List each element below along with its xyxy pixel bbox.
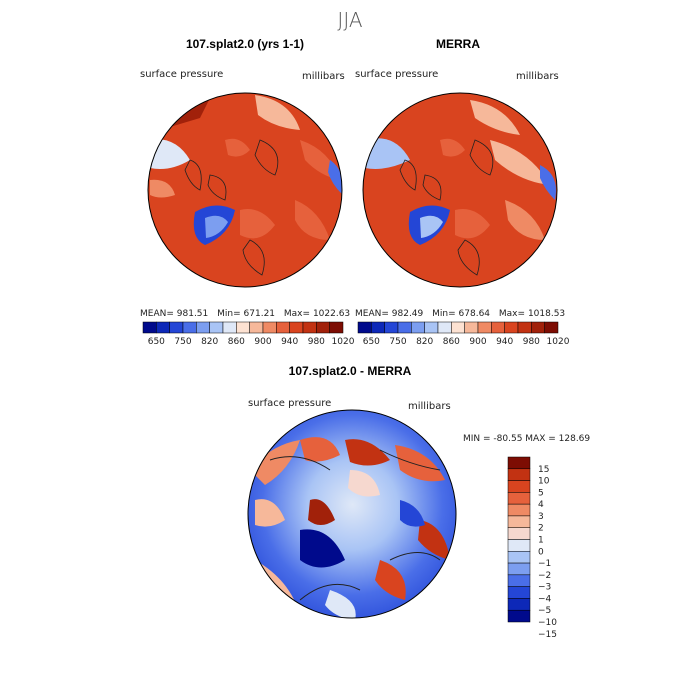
colorbar-swatch — [316, 321, 330, 334]
colorbar-swatch — [437, 321, 452, 334]
colorbar-swatch — [384, 321, 399, 334]
colorbar-tick-label: 5 — [538, 488, 544, 498]
panel-difference: 107.splat2.0 - MERRA surface pressure mi… — [247, 364, 590, 640]
colorbar-swatch — [397, 321, 412, 334]
colorbar-swatch — [507, 527, 531, 540]
panel-model-title: 107.splat2.0 (yrs 1-1) — [186, 37, 304, 51]
colorbar-swatch — [507, 515, 531, 528]
colorbar-tick-label: 3 — [538, 512, 544, 522]
colorbar-tick-label: 750 — [389, 337, 406, 347]
colorbar-swatch — [424, 321, 439, 334]
colorbar-swatch — [276, 321, 290, 334]
panel-model-units: millibars — [302, 71, 345, 82]
colorbar-swatch — [329, 321, 344, 334]
panel-difference-stats: MIN = -80.55 MAX = 128.69 — [463, 434, 590, 444]
colorbar-swatch — [142, 321, 157, 334]
colorbar-swatch — [507, 503, 531, 517]
colorbar-swatch — [507, 492, 531, 505]
panel-merra-colorbar: 650 750 820 860 900 940 980 1020 — [357, 321, 570, 347]
colorbar-tick-label: −4 — [538, 594, 552, 604]
colorbar-swatch — [182, 321, 197, 334]
colorbar-tick-label: −3 — [538, 583, 551, 593]
colorbar-swatch — [491, 321, 505, 334]
colorbar-tick-label: 750 — [174, 337, 191, 347]
colorbar-swatch — [517, 321, 532, 334]
panel-merra-units: millibars — [516, 71, 559, 82]
colorbar-swatch — [169, 321, 184, 334]
colorbar-swatch — [289, 321, 304, 334]
colorbar-swatch — [236, 321, 250, 334]
colorbar-tick-label: −1 — [538, 559, 551, 569]
colorbar-tick-label: 1 — [538, 536, 544, 546]
colorbar-swatch — [507, 551, 531, 564]
colorbar-swatch — [209, 321, 224, 334]
colorbar-tick-label: 980 — [523, 337, 540, 347]
panel-merra: MERRA surface pressure millibars MEAN= 9… — [355, 37, 570, 347]
panel-difference-units: millibars — [408, 401, 451, 412]
colorbar-swatch — [507, 480, 531, 493]
panel-merra-map — [363, 93, 557, 287]
colorbar-swatch — [507, 468, 531, 481]
colorbar-swatch — [196, 321, 210, 334]
colorbar-swatch — [357, 321, 372, 334]
colorbar-swatch — [411, 321, 425, 334]
colorbar-swatch — [507, 586, 531, 599]
colorbar-tick-label: −15 — [538, 630, 557, 640]
panel-difference-map — [248, 410, 456, 618]
colorbar-tick-label: 4 — [538, 500, 544, 510]
colorbar-tick-label: −10 — [538, 618, 557, 628]
colorbar-tick-label: 860 — [228, 337, 245, 347]
colorbar-swatch — [507, 598, 531, 611]
colorbar-tick-label: 650 — [148, 337, 165, 347]
colorbar-swatch — [507, 574, 531, 587]
panel-merra-variable: surface pressure — [355, 69, 438, 80]
colorbar-swatch — [531, 321, 545, 334]
colorbar-swatch — [371, 321, 385, 334]
colorbar-swatch — [249, 321, 264, 334]
colorbar-swatch — [507, 456, 531, 470]
colorbar-tick-label: 900 — [469, 337, 486, 347]
colorbar-swatch — [451, 321, 465, 334]
panel-difference-title: 107.splat2.0 - MERRA — [289, 364, 412, 378]
colorbar-swatch — [507, 539, 531, 552]
panel-model: 107.splat2.0 (yrs 1-1) surface pressure … — [140, 37, 355, 347]
colorbar-tick-label: 900 — [254, 337, 271, 347]
colorbar-swatch — [507, 562, 531, 576]
colorbar-swatch — [262, 321, 277, 334]
panel-model-colorbar: 650 750 820 860 900 940 980 1020 — [142, 321, 355, 347]
colorbar-swatch — [477, 321, 492, 334]
colorbar-tick-label: 10 — [538, 477, 550, 487]
panel-model-variable: surface pressure — [140, 69, 223, 80]
panel-merra-stats: MEAN= 982.49 Min= 678.64 Max= 1018.53 — [355, 309, 565, 319]
colorbar-tick-label: 940 — [281, 337, 298, 347]
panel-model-map — [148, 93, 342, 287]
figure-title: JJA — [337, 8, 362, 32]
colorbar-swatch — [464, 321, 479, 334]
colorbar-tick-label: −5 — [538, 606, 551, 616]
colorbar-swatch — [504, 321, 519, 334]
colorbar-swatch — [222, 321, 237, 334]
colorbar-swatch — [507, 609, 531, 623]
colorbar-tick-label: 1020 — [547, 337, 570, 347]
colorbar-tick-label: 1020 — [332, 337, 355, 347]
colorbar-swatch — [544, 321, 559, 334]
colorbar-tick-label: 940 — [496, 337, 513, 347]
colorbar-tick-label: 650 — [363, 337, 380, 347]
colorbar-tick-label: 860 — [443, 337, 460, 347]
colorbar-tick-label: 2 — [538, 524, 544, 534]
colorbar-tick-label: 820 — [201, 337, 218, 347]
colorbar-swatch — [302, 321, 317, 334]
panel-merra-title: MERRA — [436, 37, 480, 51]
colorbar-tick-label: 820 — [416, 337, 433, 347]
colorbar-tick-label: 0 — [538, 547, 544, 557]
panel-difference-variable: surface pressure — [248, 398, 331, 409]
panel-model-stats: MEAN= 981.51 Min= 671.21 Max= 1022.63 — [140, 309, 350, 319]
colorbar-tick-label: 980 — [308, 337, 325, 347]
colorbar-tick-label: 15 — [538, 465, 549, 475]
colorbar-swatch — [156, 321, 170, 334]
colorbar-tick-label: −2 — [538, 571, 551, 581]
